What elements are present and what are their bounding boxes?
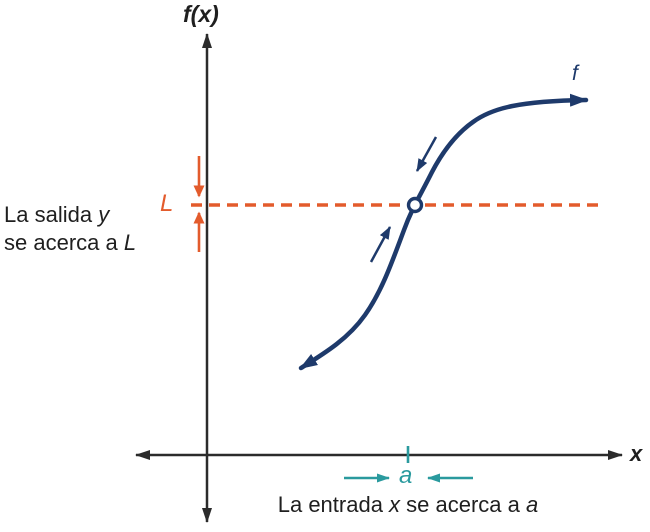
input-caption-text2: se acerca a [400,492,527,517]
x-axis-label: x [630,441,643,466]
input-value-label: a [399,462,413,489]
input-caption-a-symbol: a [526,492,539,517]
output-caption-y-symbol: y [98,202,110,227]
open-point [406,196,424,214]
output-caption-line2: se acerca a L [4,229,136,257]
output-caption-line2-text: se acerca a [4,230,124,255]
output-caption-L-symbol: L [123,230,137,255]
curve-approach-arrow-from-above [415,136,438,172]
input-caption: La entrada x se acerca a a [278,492,539,518]
output-caption-line1: La salida y [4,201,136,229]
curve-label: f [572,62,578,85]
input-caption-x-symbol: x [389,492,401,517]
input-caption-text1: La entrada [277,492,390,517]
limit-value-label: L [160,190,174,217]
output-caption: La salida y se acerca a L [4,201,136,257]
output-caption-line1-text: La salida [4,202,99,227]
function-curve [298,93,589,371]
curve-approach-arrow-from-below [369,226,392,263]
y-axis-title: f(x) [183,1,219,27]
